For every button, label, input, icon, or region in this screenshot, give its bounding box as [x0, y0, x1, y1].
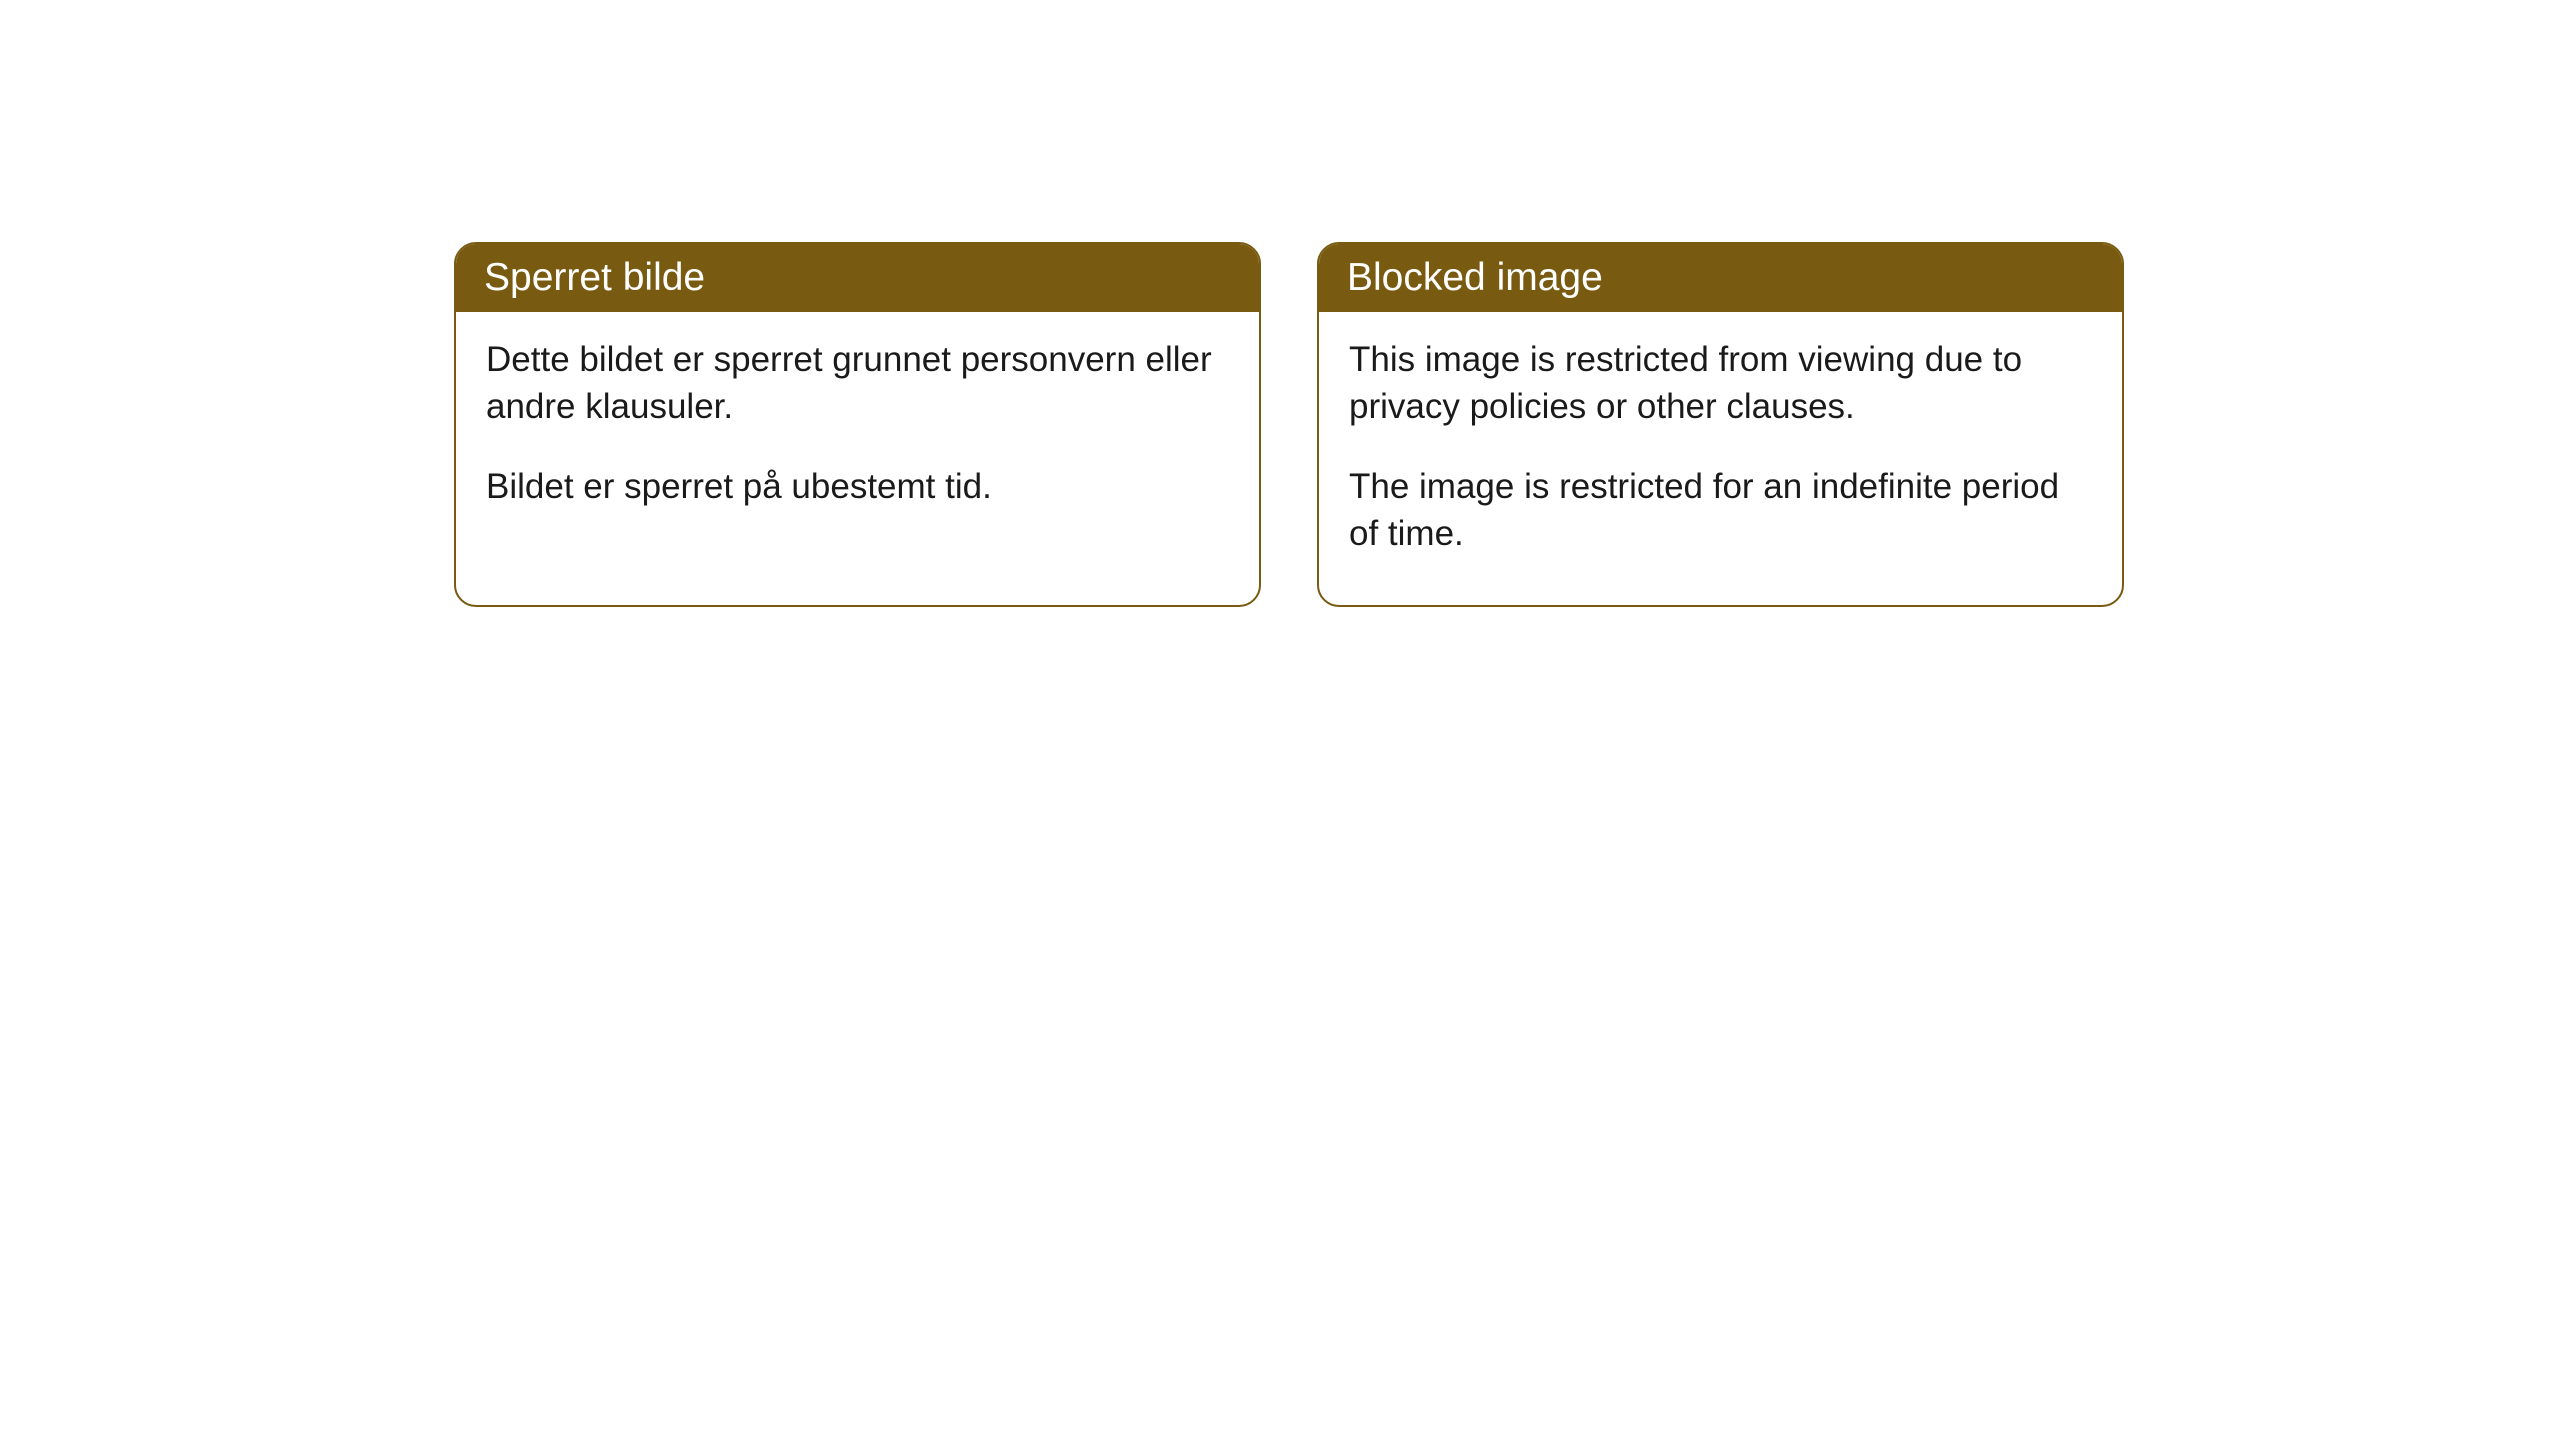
card-body-english: This image is restricted from viewing du…	[1319, 312, 2122, 605]
card-body-norwegian: Dette bildet er sperret grunnet personve…	[456, 312, 1259, 558]
card-norwegian: Sperret bilde Dette bildet er sperret gr…	[454, 242, 1261, 607]
card-english: Blocked image This image is restricted f…	[1317, 242, 2124, 607]
card-paragraph-2-norwegian: Bildet er sperret på ubestemt tid.	[486, 463, 1229, 510]
card-header-norwegian: Sperret bilde	[456, 244, 1259, 312]
card-paragraph-2-english: The image is restricted for an indefinit…	[1349, 463, 2092, 558]
card-header-english: Blocked image	[1319, 244, 2122, 312]
cards-container: Sperret bilde Dette bildet er sperret gr…	[454, 242, 2124, 607]
card-paragraph-1-english: This image is restricted from viewing du…	[1349, 336, 2092, 431]
card-paragraph-1-norwegian: Dette bildet er sperret grunnet personve…	[486, 336, 1229, 431]
